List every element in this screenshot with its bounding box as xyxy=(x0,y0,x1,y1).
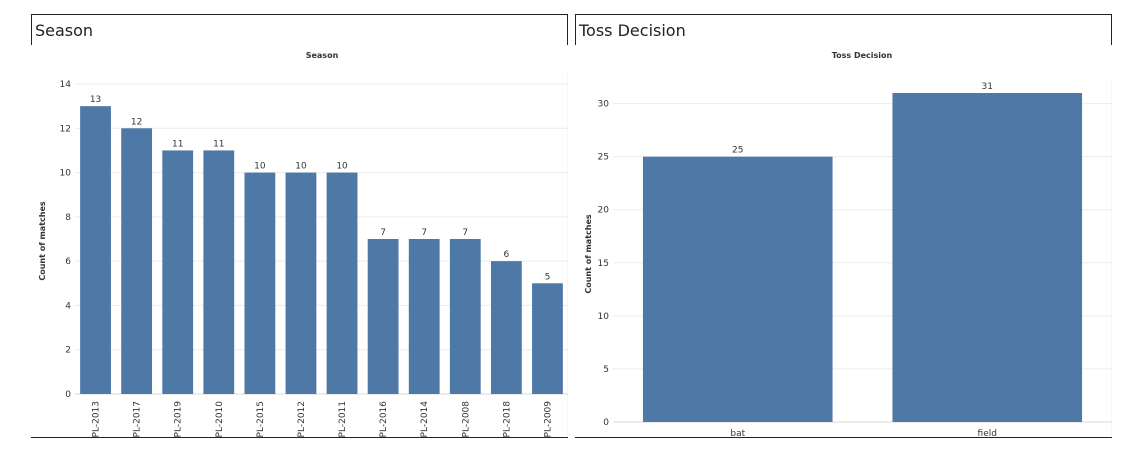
season-bar-value-label: 7 xyxy=(462,228,468,238)
season-bar-value-label: 13 xyxy=(90,95,101,105)
toss-y-tick-label: 25 xyxy=(598,153,609,163)
season-bar xyxy=(532,283,563,394)
season-x-tick-label: IPL-2013 xyxy=(92,401,102,438)
season-bar-value-label: 7 xyxy=(380,228,386,238)
toss-panel-header: Toss Decision xyxy=(575,14,1112,45)
toss-y-tick-label: 0 xyxy=(603,418,609,428)
season-x-tick-label: IPL-2016 xyxy=(379,401,389,438)
season-bar xyxy=(80,106,111,395)
season-x-tick-label: IPL-2011 xyxy=(338,401,348,438)
season-bar-value-label: 11 xyxy=(213,139,224,149)
season-bar xyxy=(367,239,399,394)
season-bar-value-label: 12 xyxy=(131,117,142,127)
season-panel-bottom-border xyxy=(31,437,568,438)
season-chart: Season Count of matches 13 12 11 11 10 10 10 7 7… xyxy=(38,51,568,438)
season-x-tick-label: IPL-2012 xyxy=(297,401,307,438)
season-bar xyxy=(162,150,194,394)
toss-y-tick-label: 5 xyxy=(603,365,609,375)
season-x-tick-label: IPL-2010 xyxy=(215,401,225,438)
season-y-tick-label: 8 xyxy=(65,213,71,223)
toss-x-tick-label: bat xyxy=(730,429,745,438)
season-bar-value-label: 6 xyxy=(504,250,510,260)
season-y-tick-label: 4 xyxy=(65,301,71,311)
season-y-tick-label: 10 xyxy=(60,169,72,179)
season-bar xyxy=(121,128,153,394)
season-y-axis-label: Count of matches xyxy=(38,201,47,281)
toss-y-tick-label: 15 xyxy=(598,259,609,269)
toss-bar xyxy=(892,93,1083,422)
toss-bar-value-label: 25 xyxy=(732,146,743,156)
season-x-tick-label: IPL-2008 xyxy=(461,401,471,438)
season-bar-value-label: 11 xyxy=(172,139,183,149)
season-x-tick-label: IPL-2017 xyxy=(133,401,143,438)
season-panel-header: Season xyxy=(31,14,568,45)
season-panel: Season Season Count of matches 13 12 11 11 1… xyxy=(31,14,568,438)
season-bar-value-label: 7 xyxy=(421,228,427,238)
season-x-tick-label: IPL-2014 xyxy=(420,401,430,438)
season-x-tick-label: IPL-2018 xyxy=(502,401,512,438)
toss-panel-bottom-border xyxy=(575,437,1112,438)
season-bar-value-label: 10 xyxy=(254,162,266,172)
season-bar xyxy=(326,172,358,394)
season-chart-title: Season xyxy=(306,51,339,60)
season-y-tick-label: 6 xyxy=(65,257,71,267)
season-bar xyxy=(285,172,317,394)
season-bar-value-label: 10 xyxy=(295,162,307,172)
season-y-tick-label: 0 xyxy=(65,390,71,400)
season-bar xyxy=(244,172,276,394)
toss-panel-title: Toss Decision xyxy=(579,21,686,40)
season-bar-value-label: 10 xyxy=(336,162,348,172)
toss-y-tick-label: 10 xyxy=(598,312,610,322)
season-y-tick-label: 2 xyxy=(65,346,71,356)
season-bar xyxy=(203,150,235,394)
toss-bar xyxy=(642,156,833,422)
toss-y-tick-label: 30 xyxy=(598,100,610,110)
season-x-tick-label: IPL-2015 xyxy=(256,401,266,438)
toss-panel: Toss Decision Toss Decision Count of mat… xyxy=(575,14,1112,438)
toss-y-tick-label: 20 xyxy=(598,206,610,216)
season-x-tick-label: IPL-2019 xyxy=(174,401,184,438)
toss-bar-value-label: 31 xyxy=(982,82,993,92)
toss-chart-title: Toss Decision xyxy=(832,51,893,60)
toss-chart: Toss Decision Count of matches 25 31 0 5 10… xyxy=(584,51,1112,438)
season-x-tick-label: IPL-2009 xyxy=(543,401,553,438)
season-bar xyxy=(490,261,522,394)
season-bar xyxy=(408,239,440,394)
season-panel-title: Season xyxy=(35,21,94,40)
season-bar-value-label: 5 xyxy=(545,272,551,282)
season-bar xyxy=(449,239,481,394)
toss-y-axis-label: Count of matches xyxy=(584,214,593,294)
toss-x-tick-label: field xyxy=(978,429,997,438)
season-y-tick-label: 12 xyxy=(60,124,71,134)
season-y-tick-label: 14 xyxy=(60,80,72,90)
